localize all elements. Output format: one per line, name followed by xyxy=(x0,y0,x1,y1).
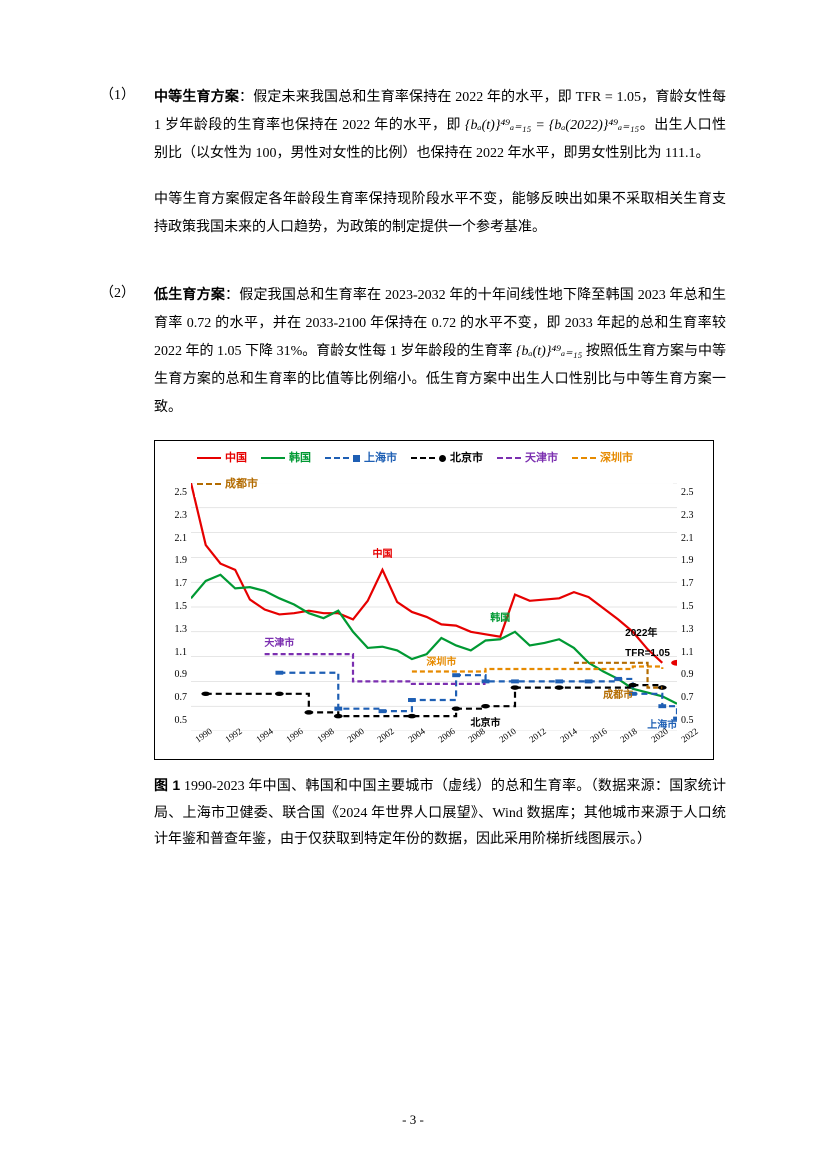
chart-annotation: 天津市 xyxy=(264,634,294,654)
tfr-line-chart: 中国韩国上海市北京市天津市深圳市成都市 2.52.32.11.91.71.51.… xyxy=(154,440,714,760)
item2-colon: ： xyxy=(225,288,239,303)
plot-area: 中国韩国天津市深圳市北京市成都市上海市2022年TFR=1.05 xyxy=(191,483,677,731)
legend-item: 天津市 xyxy=(497,447,558,469)
legend-item: 成都市 xyxy=(197,473,258,495)
scenario-1: （1） 中等生育方案：假定未来我国总和生育率保持在 2022 年的水平，即 TF… xyxy=(100,82,726,260)
legend-item: 北京市 xyxy=(411,447,483,469)
x-axis: 1990199219941996199820002002200420062008… xyxy=(191,733,677,757)
legend-item: 韩国 xyxy=(261,447,311,469)
legend-item: 深圳市 xyxy=(572,447,633,469)
page-number: - 3 - xyxy=(0,1107,826,1133)
chart-annotation: 深圳市 xyxy=(426,653,456,673)
chart-annotation: 韩国 xyxy=(490,609,510,629)
legend-item: 中国 xyxy=(197,447,247,469)
item1-title: 中等生育方案 xyxy=(154,88,239,104)
figure-label: 图 1 xyxy=(154,777,180,793)
item1-colon: ： xyxy=(239,90,253,105)
item1-formula: {bₐ(t)}⁴⁹ₐ₌₁₅ = {bₐ(2022)}⁴⁹ₐ₌₁₅ xyxy=(465,118,639,133)
item2-para1: 低生育方案：假定我国总和生育率在 2023-2032 年的十年间线性地下降至韩国… xyxy=(154,280,726,422)
item1-number: （1） xyxy=(100,82,154,260)
chart-annotation: 中国 xyxy=(372,545,392,565)
y-axis-left: 2.52.32.11.91.71.51.31.10.90.70.5 xyxy=(155,483,189,731)
item1-para2: 中等生育方案假定各年龄段生育率保持现阶段水平不变，能够反映出如果不采取相关生育支… xyxy=(154,186,726,242)
item1-body: 中等生育方案：假定未来我国总和生育率保持在 2022 年的水平，即 TFR = … xyxy=(154,82,726,260)
item2-formula: {bₐ(t)}⁴⁹ₐ₌₁₅ xyxy=(516,344,582,359)
chart-legend: 中国韩国上海市北京市天津市深圳市成都市 xyxy=(195,445,673,497)
item2-number: （2） xyxy=(100,280,154,854)
figure-1-chart: 中国韩国上海市北京市天津市深圳市成都市 2.52.32.11.91.71.51.… xyxy=(154,440,714,760)
item2-body: 低生育方案：假定我国总和生育率在 2023-2032 年的十年间线性地下降至韩国… xyxy=(154,280,726,854)
scenario-2: （2） 低生育方案：假定我国总和生育率在 2023-2032 年的十年间线性地下… xyxy=(100,280,726,854)
item2-title: 低生育方案 xyxy=(154,286,225,302)
item1-para1: 中等生育方案：假定未来我国总和生育率保持在 2022 年的水平，即 TFR = … xyxy=(154,82,726,168)
chart-annotation: 2022年TFR=1.05 xyxy=(625,624,670,664)
legend-item: 上海市 xyxy=(325,447,397,469)
chart-annotation: 成都市 xyxy=(603,686,633,706)
y-axis-right: 2.52.32.11.91.71.51.31.10.90.70.5 xyxy=(679,483,713,731)
figure-title: 1990-2023 年中国、韩国和中国主要城市（虚线）的总和生育率。 xyxy=(180,779,590,794)
figure-1-caption: 图 1 1990-2023 年中国、韩国和中国主要城市（虚线）的总和生育率。（数… xyxy=(154,772,726,854)
